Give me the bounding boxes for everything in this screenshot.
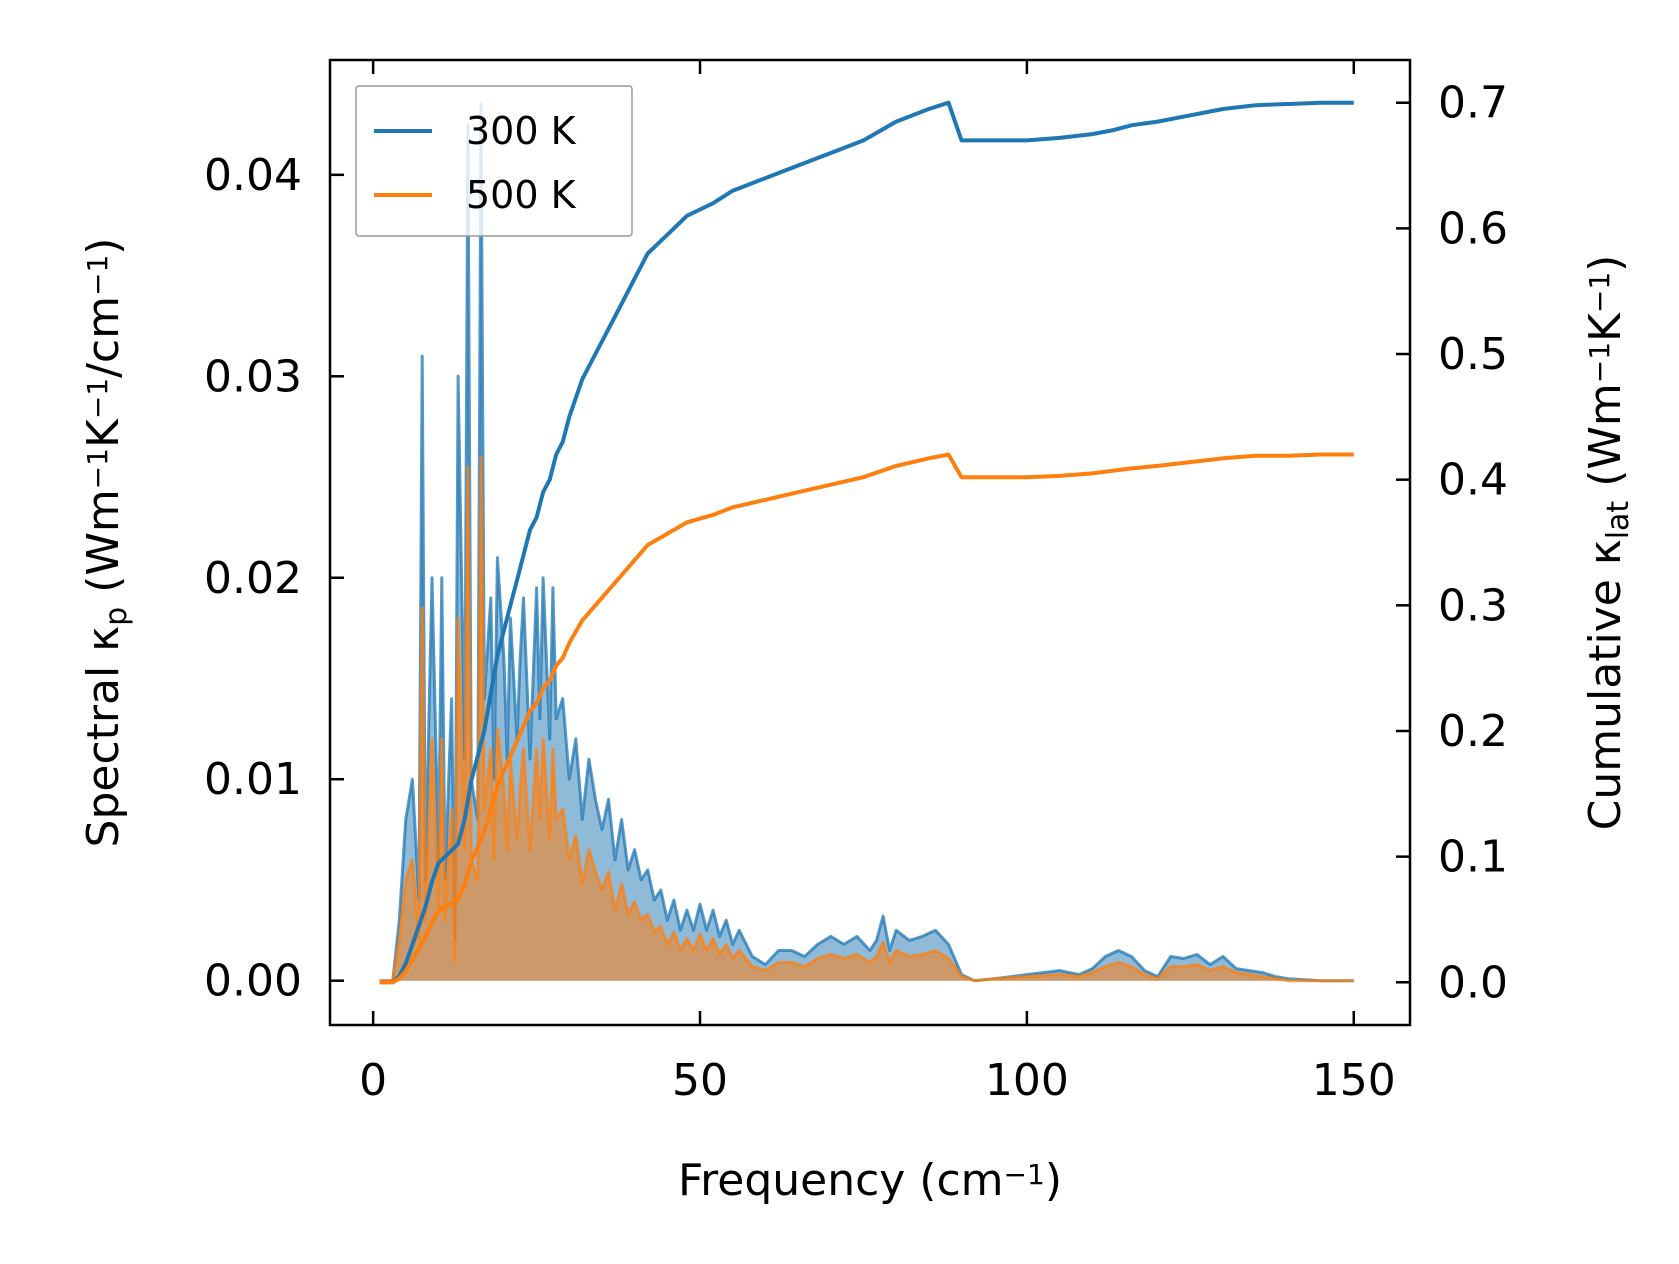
y-right-tick-label: 0.5 [1438,329,1508,380]
y-right-tick-label: 0.7 [1438,78,1508,129]
x-tick-label: 100 [985,1055,1069,1106]
y-right-axis-label: Cumulative κlat (Wm−1K−1) [1580,255,1636,831]
cumulative-line-500k [379,452,1354,985]
x-tick-label: 150 [1312,1055,1396,1106]
x-tick-label: 0 [359,1055,387,1106]
y-left-tick-label: 0.00 [204,956,302,1007]
axes: 0 50 100 150 0.00 0.01 0.02 0.03 0.04 0.0 0.1 0.2 0.… [78,58,1636,1206]
y-right-tick-label: 0.1 [1438,832,1508,883]
legend: 300 K 500 K [355,85,633,237]
plot-area [379,100,1354,985]
cumulative-line-300k [379,100,1354,985]
y-right-tick-label: 0.3 [1438,580,1508,631]
y-right-tick-label: 0.4 [1438,455,1508,506]
y-left-tick-label: 0.01 [204,754,302,805]
y-left-axis-label: Spectral κp (Wm−1K−1/cm−1) [78,238,134,848]
legend-box [355,85,633,237]
x-tick-label: 50 [672,1055,728,1106]
y-left-tick-label: 0.02 [204,553,302,604]
y-left-tick-label: 0.03 [204,351,302,402]
y-right-tick-label: 0.6 [1438,203,1508,254]
spectral-fill-500k [379,456,1354,981]
y-right-tick-label: 0.2 [1438,706,1508,757]
y-right-tick-label: 0.0 [1438,957,1508,1008]
legend-label: 500 K [466,173,577,217]
y-left-tick-label: 0.04 [204,150,302,201]
x-axis-label: Frequency (cm−1) [678,1155,1062,1206]
plot-frame [328,58,1412,1027]
legend-label: 300 K [466,109,577,153]
